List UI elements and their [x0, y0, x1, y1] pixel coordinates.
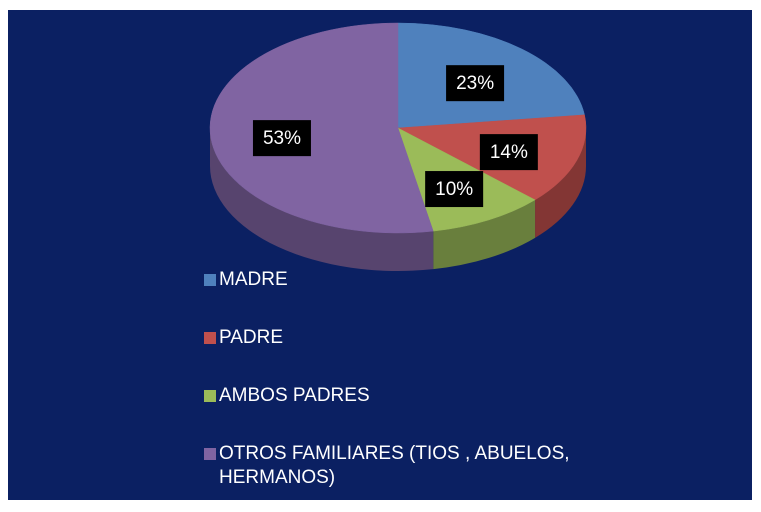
data-label-box — [479, 134, 538, 171]
legend-label: AMBOS PADRES — [219, 385, 370, 406]
legend-swatch — [204, 332, 216, 344]
slice-side — [433, 199, 536, 270]
legend-swatch — [204, 390, 216, 402]
legend: MADRE PADRE AMBOS PADRES OTROS FAMILIARES (… — [204, 268, 584, 500]
data-label-box — [425, 171, 484, 208]
legend-label: PADRE — [219, 327, 284, 348]
data-label-box — [446, 65, 505, 102]
slice-side — [210, 128, 434, 272]
data-label: 23% — [456, 73, 494, 94]
legend-item: OTROS FAMILIARES (TIOS , ABUELOS, HERMAN… — [204, 442, 584, 500]
data-label: 10% — [435, 179, 473, 200]
legend-swatch — [204, 274, 216, 286]
slice — [209, 22, 434, 234]
legend-item: AMBOS PADRES — [204, 384, 584, 442]
legend-label: MADRE — [219, 269, 288, 290]
legend-label: OTROS FAMILIARES (TIOS , ABUELOS, HERMAN… — [219, 443, 570, 488]
data-label: 14% — [490, 142, 528, 163]
data-label-box — [252, 120, 311, 157]
legend-swatch — [204, 448, 216, 460]
legend-item: PADRE — [204, 326, 584, 384]
data-label: 53% — [263, 128, 301, 149]
legend-item: MADRE — [204, 268, 584, 326]
slice-side — [535, 128, 586, 238]
